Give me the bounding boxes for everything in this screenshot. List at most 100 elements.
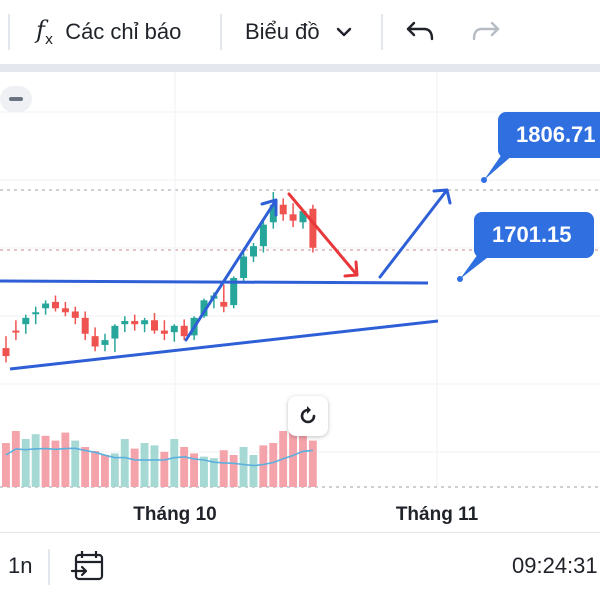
volume-bar [170,439,179,487]
price-label-lower-text: 1701.15 [492,222,572,247]
chart-type-button[interactable]: Biểu đồ [245,8,354,56]
volume-bar [200,456,208,487]
volume-bar [101,455,109,487]
candle-body [52,301,59,309]
price-label-lower-anchor [457,276,463,282]
volume-bar [140,443,149,487]
candle-body [151,320,158,331]
volume-bar [209,458,218,487]
volume-bar [110,453,119,487]
redo-icon [472,21,500,41]
candle-body [22,317,30,325]
candle-body [220,301,228,307]
candle-body [71,311,79,318]
candle-body [101,340,109,345]
candle-body [160,330,168,334]
volume-bar [120,439,129,487]
volume-bars [2,426,317,487]
price-label-lower[interactable]: 1701.15 [474,212,594,258]
candle-body [269,204,277,223]
candle-body [299,211,307,223]
price-label-upper-pointer [484,154,514,180]
volume-bar [31,434,40,487]
volume-bar [130,448,139,487]
volume-bar [289,427,297,487]
undo-icon [406,21,434,41]
x-axis-label-thang-10: Tháng 10 [133,504,216,525]
price-label-upper-text: 1806.71 [516,122,596,147]
candle-body [309,208,317,248]
candle-body [42,303,50,309]
volume-bar [61,432,70,487]
candle-body [200,300,208,317]
toolbar-divider [381,14,383,50]
candle-body [180,325,188,337]
candle-body [141,320,149,325]
candlesticks [2,192,317,363]
volume-bar [81,447,90,487]
ascending-trend-line [9,319,439,371]
top-toolbar: fx Các chỉ báo Biểu đồ [0,0,600,64]
volume-bar [180,447,189,487]
volume-bar [229,455,238,487]
chart-type-label: Biểu đồ [245,19,320,44]
volume-bar [269,443,278,487]
down-arrow-drawing [287,192,359,278]
volume-bar [160,451,169,487]
indicators-button[interactable]: fx Các chỉ báo [36,8,181,56]
undo-button[interactable] [404,8,438,56]
candle-body [250,246,257,257]
candle-body [230,278,238,306]
horizontal-support-line [0,279,429,285]
candle-body [121,321,129,325]
candle-body [61,308,69,313]
bottom-divider [48,549,50,585]
minus-icon [9,97,23,101]
volume-bar [259,445,268,487]
candle-body [289,214,297,221]
volume-bar [219,450,228,487]
chevron-down-icon [336,27,351,37]
interval-button[interactable]: 1n [8,553,33,578]
volume-bar [11,431,20,487]
chart-top-border [0,64,600,72]
candle-body [111,325,119,339]
volume-bar [2,443,10,487]
indicators-label: Các chỉ báo [65,19,182,44]
toolbar-divider [8,14,10,50]
redo-button[interactable] [468,8,502,56]
candle-body [131,321,139,325]
candle-body [240,256,248,279]
drawings[interactable] [0,154,514,371]
volume-bar [299,426,307,487]
calendar-goto-icon[interactable] [70,549,106,585]
volume-bar [249,455,258,487]
x-axis-label-thang-11: Tháng 11 [396,504,479,525]
candle-body [91,336,99,347]
collapse-legend-button[interactable] [0,86,32,112]
volume-bar [308,440,317,487]
toolbar-divider [220,14,222,50]
candle-body [2,348,10,357]
volume-bar [150,445,159,487]
candle-body [170,325,178,333]
volume-bar [21,439,30,487]
refresh-icon [300,406,316,424]
candle-body [259,224,267,247]
fx-icon: fx [36,16,54,48]
reset-chart-button[interactable] [288,396,328,436]
price-label-upper[interactable]: 1806.71 [498,112,600,158]
volume-bar [71,440,80,487]
candle-body [32,312,40,315]
volume-bar [51,440,60,487]
candle-body [279,204,287,215]
projected-up-arrow-drawing [378,188,452,279]
price-label-lower-pointer [460,254,492,279]
price-chart[interactable]: Tháng 10 Tháng 11 [0,72,600,532]
candle-body [12,330,20,333]
volume-bar [190,453,198,487]
chart-area[interactable]: Tháng 10 Tháng 11 [0,72,600,532]
price-label-upper-anchor [481,177,487,183]
volume-bar [239,447,248,487]
bottom-bar: 1n 09:24:31 [0,532,600,601]
